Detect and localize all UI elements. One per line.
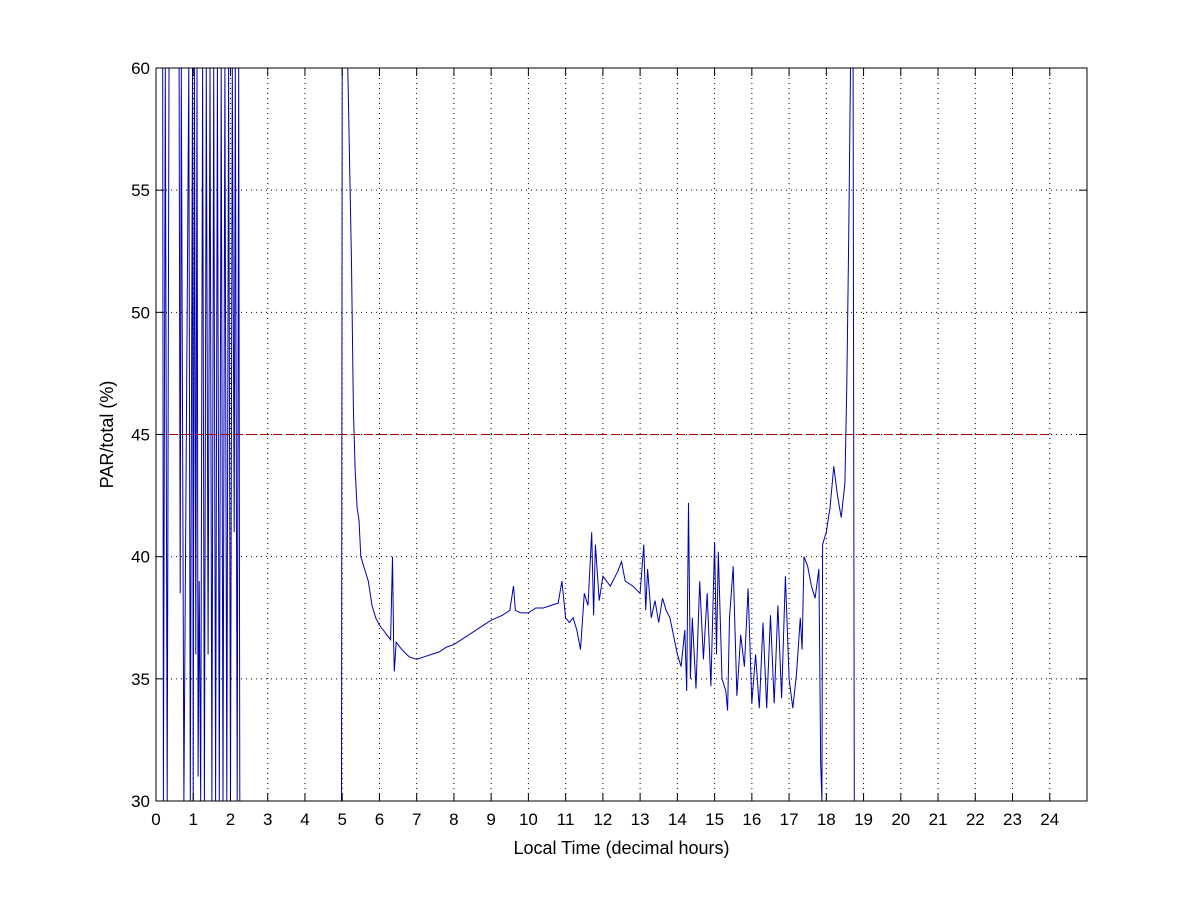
x-tick-label: 20 [891,810,910,829]
y-tick-label: 30 [131,792,150,811]
y-tick-label: 60 [131,59,150,78]
x-tick-label: 3 [263,810,272,829]
y-tick-label: 35 [131,670,150,689]
x-tick-label: 9 [486,810,495,829]
series-layer [156,67,1050,802]
x-tick-label: 7 [412,810,421,829]
x-tick-label: 6 [375,810,384,829]
y-tick-label: 55 [131,181,150,200]
y-tick-label: 50 [131,303,150,322]
x-axis-label: Local Time (decimal hours) [513,838,729,858]
y-axis-label: PAR/total (%) [97,381,117,489]
x-tick-label: 22 [966,810,985,829]
x-tick-label: 23 [1003,810,1022,829]
x-tick-label: 18 [817,810,836,829]
x-tick-label: 15 [705,810,724,829]
x-tick-label: 21 [929,810,948,829]
x-tick-label: 10 [519,810,538,829]
y-tick-label: 45 [131,426,150,445]
x-tick-label: 17 [780,810,799,829]
y-tick-label: 40 [131,548,150,567]
x-tick-label: 13 [631,810,650,829]
x-tick-label: 5 [337,810,346,829]
x-tick-label: 24 [1040,810,1059,829]
x-tick-label: 4 [300,810,309,829]
ticks: 0 1 2 3 4 5 6 7 8 9 10 11 12 13 14 15 16 17 18 19 20 21 22 23 24… [131,59,1087,829]
x-tick-label: 19 [854,810,873,829]
x-tick-label: 2 [226,810,235,829]
data-series-line [162,67,855,802]
x-tick-label: 14 [668,810,687,829]
x-tick-label: 11 [557,810,575,829]
x-tick-label: 1 [189,810,198,829]
x-tick-label: 12 [593,810,612,829]
x-tick-label: 0 [151,810,160,829]
x-tick-label: 8 [449,810,458,829]
x-tick-label: 16 [742,810,761,829]
